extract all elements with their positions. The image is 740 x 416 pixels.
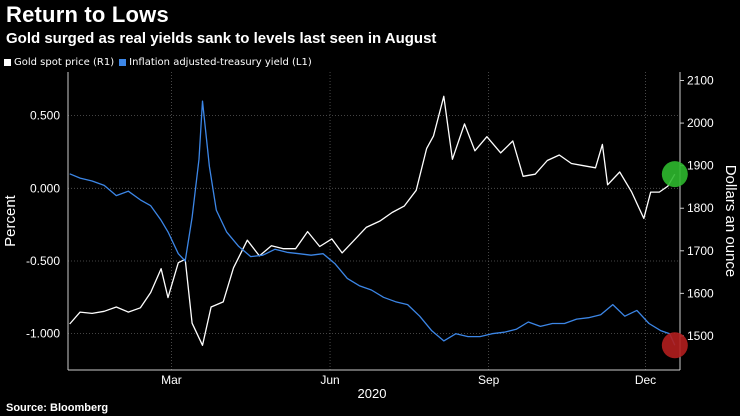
y-tick-label-right: 2100 [687,74,714,88]
legend-label-gold: Gold spot price (R1) [14,57,115,68]
series-line-gold [69,95,676,346]
plot-area [68,72,680,370]
y-tick-label-left: -1.000 [26,327,60,341]
legend-label-yield: Inflation adjusted-treasury yield (L1) [129,57,312,68]
chart-title: Return to Lows [6,2,169,27]
grid [68,72,680,370]
x-tick-label: Dec [635,373,656,387]
legend-item-yield: Inflation adjusted-treasury yield (L1) [119,57,312,68]
y-axis-right-title: Dollars an ounce [722,165,739,278]
y-tick-label-right: 2000 [687,116,714,130]
y-tick-label-left: 0.500 [30,109,60,123]
x-tick-label: Sep [478,373,500,387]
series [69,95,676,346]
legend-swatch-yield [119,59,127,66]
last-value-marker-yield [661,332,688,359]
y-tick-label-right: 1900 [687,159,714,173]
series-line-yield [69,100,676,346]
legend-item-gold: Gold spot price (R1) [4,57,114,68]
y-tick-label-right: 1500 [687,329,714,343]
legend: Gold spot price (R1) Inflation adjusted-… [4,57,317,68]
y-axis-left-title: Percent [2,194,19,247]
x-tick-label: Mar [161,373,182,387]
y-tick-label-right: 1600 [687,286,714,300]
last-value-marker-gold [661,161,688,188]
chart-subtitle: Gold surged as real yields sank to level… [6,30,437,47]
source-note: Source: Bloomberg [6,402,109,414]
x-axis-title: 2020 [358,386,387,401]
y-tick-label-left: -0.500 [26,254,60,268]
x-tick-label: Jun [320,373,339,387]
axes: 0.500 0.000 -0.500 -1.000 Mar Jun Sep Dec 2100 20… [26,72,714,387]
y-tick-label-right: 1700 [687,244,714,258]
y-tick-label-right: 1800 [687,201,714,215]
y-tick-label-left: 0.000 [30,181,60,195]
legend-swatch-gold [4,59,11,66]
last-value-markers [661,161,688,359]
